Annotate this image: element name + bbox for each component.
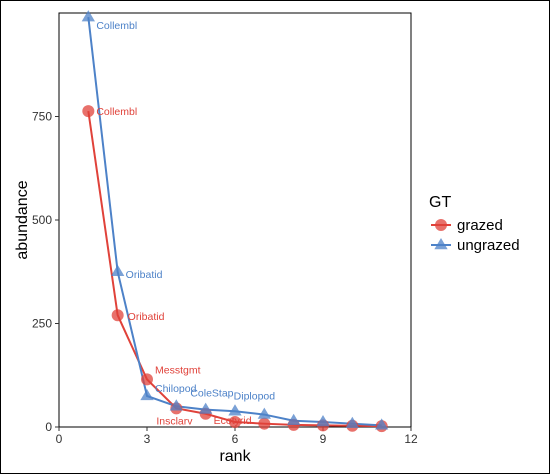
y-tick-label: 750 [32, 110, 52, 124]
data-point [140, 388, 154, 401]
legend-item-ungrazed: ungrazed [431, 237, 520, 254]
y-tick-label: 250 [32, 317, 52, 331]
point-labels: Collembl Oribatid Messtgmt Insclarv Ecotyrid… [96, 20, 275, 427]
point-label: Messtgmt [155, 364, 201, 376]
point-label: ColeStap [190, 387, 233, 399]
data-point [82, 105, 95, 118]
y-tick-label: 500 [32, 213, 52, 227]
legend-title: GT [429, 194, 451, 211]
point-label: Insclarv [156, 415, 193, 427]
data-point [229, 416, 241, 429]
data-point [111, 309, 124, 322]
point-label: Ecotyrid [214, 415, 252, 427]
data-point [345, 416, 359, 428]
legend-label: ungrazed [457, 237, 520, 254]
data-point [141, 373, 153, 386]
data-point [169, 399, 183, 411]
x-tick-label: 0 [56, 432, 63, 446]
data-point [258, 417, 271, 430]
legend-item-grazed: grazed [431, 217, 503, 234]
point-label: Collembl [96, 106, 137, 118]
legend-label: grazed [457, 217, 503, 234]
x-tick-label: 3 [144, 432, 151, 446]
point-label: Oribatid [128, 311, 165, 323]
point-label: Collembl [96, 20, 137, 32]
data-point [287, 413, 301, 425]
y-axis-title: abundance [14, 180, 31, 259]
x-tick-label: 9 [320, 432, 327, 446]
point-label: Diplopod [234, 391, 276, 403]
x-tick-label: 6 [232, 432, 239, 446]
data-point [257, 407, 271, 419]
x-axis: 0 3 6 9 12 [56, 427, 418, 446]
legend: GT grazed ungrazed [429, 194, 520, 254]
data-point [228, 404, 242, 416]
data-point [111, 264, 125, 276]
y-tick-label: 0 [45, 420, 52, 434]
data-point [81, 10, 95, 22]
data-point [316, 415, 330, 427]
legend-key-marker [435, 219, 447, 231]
data-point [375, 418, 389, 430]
series-points-ungrazed [81, 10, 389, 430]
plot-panel [58, 12, 412, 428]
y-axis: 0 250 500 750 [32, 110, 59, 434]
x-tick-label: 12 [404, 432, 418, 446]
series-layer [81, 10, 389, 433]
point-label: Chilopod [155, 383, 197, 395]
x-axis-title: rank [219, 448, 251, 465]
data-point [199, 402, 213, 414]
legend-key-marker [434, 238, 448, 250]
point-label: Oribatid [126, 269, 163, 281]
